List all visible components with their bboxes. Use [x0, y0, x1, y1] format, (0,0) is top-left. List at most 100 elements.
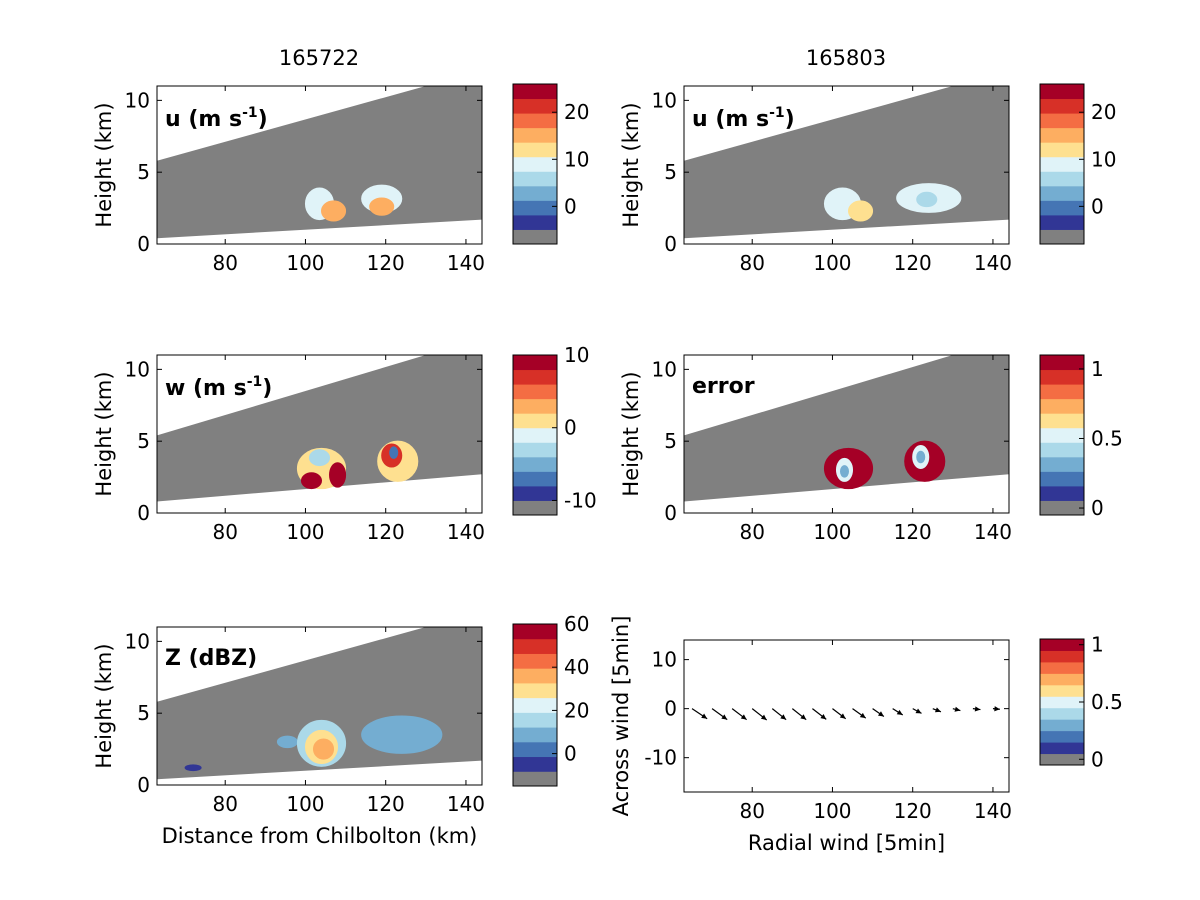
x-tick-label: 120: [894, 799, 932, 823]
wind-arrowhead-15: [974, 706, 981, 712]
wind-arrowhead-7: [820, 713, 827, 720]
echo-cell-5: [361, 715, 443, 754]
colorbar-segment-7: [513, 127, 557, 143]
wind-arrowhead-2: [721, 714, 728, 720]
plot-content: [157, 627, 482, 780]
colorbar-tick-label: 20: [564, 698, 589, 722]
y-axis-label: Across wind [5min]: [609, 616, 633, 817]
x-tick-label: 120: [367, 520, 405, 544]
colorbar-frame: [512, 83, 558, 245]
y-tick-label: 5: [137, 701, 150, 725]
panel-label: error: [692, 374, 755, 399]
colorbar-segment-9: [513, 369, 557, 385]
colorbar-tick-label: 1: [1091, 357, 1104, 381]
colorbar-tick-label: 0: [564, 416, 577, 440]
colorbar-segment-4: [513, 712, 557, 728]
colorbar-segment-4: [513, 442, 557, 458]
colorbar-segment-6: [513, 682, 557, 699]
echo-cell-4: [369, 197, 395, 216]
colorbar-segment-8: [1040, 384, 1084, 400]
x-tick-label: 80: [739, 799, 764, 823]
y-tick-label: 0: [137, 773, 150, 797]
y-axis-label: Height (km): [92, 643, 116, 768]
colorbar-segment-nodata: [1040, 229, 1084, 244]
y-tick-label: 10: [652, 88, 677, 112]
colorbar-tick-label: 40: [564, 655, 589, 679]
echo-cell-4: [916, 191, 938, 208]
plot-content: [684, 355, 1009, 502]
x-tick-label: 120: [894, 520, 932, 544]
axes-frame: [156, 354, 483, 514]
axes-frame: [156, 626, 483, 786]
wind-arrowhead-14: [954, 706, 961, 712]
y-axis-label: Height (km): [92, 371, 116, 496]
colorbar: 00.51: [1039, 633, 1123, 771]
colorbar-segment-8: [513, 113, 557, 129]
panel-label: u (m s-1): [165, 105, 268, 132]
panel-label: u (m s-1): [692, 105, 795, 132]
echo-cell-4: [308, 449, 331, 467]
colorbar-segment-9: [513, 638, 557, 654]
plot-content: [157, 86, 482, 239]
colorbar-segment-1: [513, 214, 557, 230]
chart-panel-2: u (m s-1) 80 100 120 140 0 5 10 Height (km) 0 10 20: [619, 83, 1116, 275]
plot-content: [157, 355, 482, 502]
colorbar-segment-1: [1040, 742, 1084, 755]
x-tick-label: 100: [813, 520, 851, 544]
colorbar-segment-8: [1040, 661, 1084, 674]
x-tick-label: 100: [286, 792, 324, 816]
y-tick-label: 0: [664, 501, 677, 525]
colorbar-segment-8: [513, 653, 557, 669]
colorbar-tick-label: 0: [564, 194, 577, 218]
axes-frame: [683, 354, 1010, 514]
y-tick-label: 10: [125, 88, 150, 112]
y-tick-label: 0: [137, 501, 150, 525]
colorbar-segment-5: [513, 697, 557, 713]
y-tick-label: 0: [137, 232, 150, 256]
colorbar-segment-10: [1040, 84, 1084, 100]
wind-arrowhead-10: [877, 711, 884, 717]
x-tick-label: 140: [447, 792, 485, 816]
axes-frame: [683, 85, 1010, 245]
wind-arrowhead-4: [760, 714, 767, 720]
chart-panel-5: Z (dBZ) 80 100 120 140 0 5 10 Height (km) Distanc…: [92, 612, 589, 848]
x-tick-label: 100: [813, 799, 851, 823]
colorbar-segment-7: [1040, 398, 1084, 414]
y-axis-label: Height (km): [619, 371, 643, 496]
wind-arrowhead-16: [994, 706, 1000, 712]
colorbar-tick-label: 10: [1091, 147, 1116, 171]
colorbar-segment-6: [1040, 142, 1084, 158]
colorbar-segment-6: [513, 142, 557, 158]
x-tick-label: 80: [212, 792, 237, 816]
colorbar-segment-4: [1040, 707, 1084, 720]
colorbar-tick-label: 60: [564, 612, 589, 636]
column-title-left: 165722: [279, 46, 359, 70]
wind-arrowhead-5: [780, 714, 787, 720]
colorbar-segment-4: [513, 171, 557, 187]
colorbar: 00.51: [1039, 354, 1123, 520]
colorbar-segment-6: [513, 413, 557, 429]
colorbar-segment-nodata: [1040, 500, 1084, 515]
colorbar-segment-3: [513, 185, 557, 201]
x-tick-label: 80: [739, 520, 764, 544]
x-tick-label: 140: [974, 520, 1012, 544]
colorbar-segment-9: [513, 98, 557, 114]
y-tick-label: 0: [664, 697, 677, 721]
colorbar-segment-2: [1040, 730, 1084, 743]
colorbar-tick-label: 0: [564, 742, 577, 766]
colorbar-segment-2: [1040, 471, 1084, 487]
colorbar-tick-label: 0: [1091, 747, 1104, 771]
colorbar-segment-10: [1040, 355, 1084, 371]
x-tick-label: 80: [212, 520, 237, 544]
wind-arrowhead-13: [934, 707, 941, 713]
plot-content: [691, 706, 1000, 721]
panel-label: Z (dBZ): [165, 646, 257, 671]
echo-cell-1: [276, 735, 298, 749]
x-tick-label: 100: [813, 251, 851, 275]
colorbar-tick-label: 20: [564, 100, 589, 124]
echo-cell-4: [312, 738, 335, 760]
axes-frame: [683, 639, 1010, 793]
wind-arrowhead-8: [839, 713, 846, 719]
